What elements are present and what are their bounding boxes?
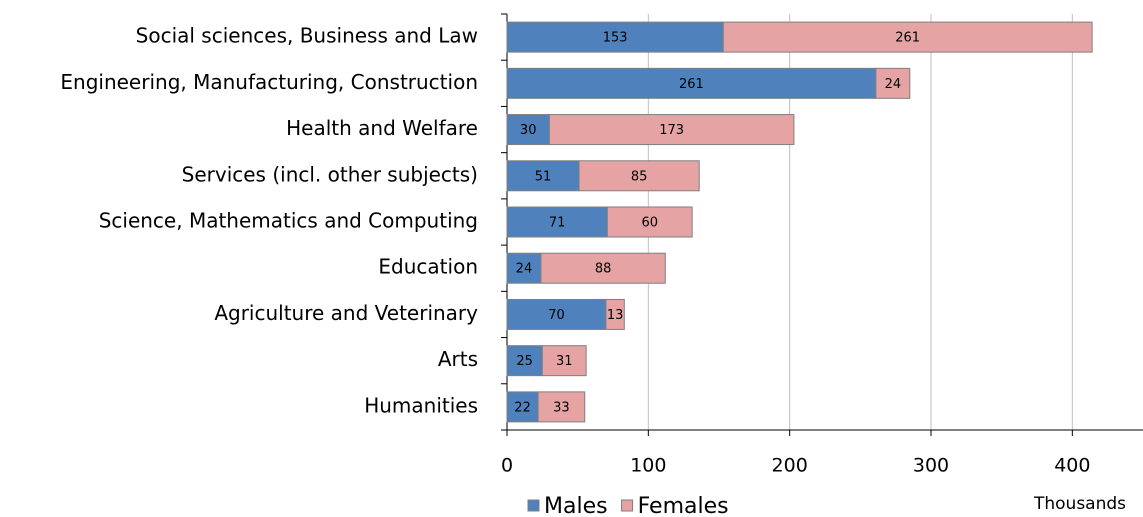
bar-segment <box>722 21 1093 53</box>
data-label: 24 <box>885 77 902 92</box>
legend-swatch <box>621 499 634 512</box>
data-label: 173 <box>659 123 684 138</box>
x-tick-label: 400 <box>1054 455 1090 477</box>
data-label: 88 <box>595 262 612 277</box>
y-tick-label: Engineering, Manufacturing, Construction <box>60 70 478 94</box>
bar-segment <box>605 298 625 330</box>
y-tick-label: Agriculture and Veterinary <box>214 301 478 325</box>
data-label: 261 <box>679 77 704 92</box>
x-tick-label: 200 <box>772 455 808 477</box>
bar-segment <box>506 67 877 99</box>
y-tick-label: Health and Welfare <box>286 116 478 140</box>
data-label: 51 <box>535 169 552 184</box>
data-label: 60 <box>641 216 658 231</box>
bar-segment <box>506 345 543 377</box>
bar-segment <box>506 21 724 53</box>
data-label: 33 <box>553 400 570 415</box>
bar-segment <box>537 391 586 423</box>
data-label: 25 <box>516 354 533 369</box>
bar-segment <box>506 298 607 330</box>
x-tick-label: 0 <box>501 455 513 477</box>
x-tick-label: 100 <box>630 455 666 477</box>
bar-segment <box>548 114 795 146</box>
data-label: 31 <box>556 354 573 369</box>
bar-segment <box>578 160 700 192</box>
y-tick-label: Education <box>378 255 478 279</box>
data-label: 261 <box>895 31 920 46</box>
y-tick-label: Arts <box>438 347 478 371</box>
bar-segment <box>875 67 911 99</box>
data-label: 153 <box>603 31 628 46</box>
y-tick-label: Science, Mathematics and Computing <box>99 209 478 233</box>
data-label: 30 <box>520 123 537 138</box>
bar-segment <box>541 345 587 377</box>
y-tick-label: Social sciences, Business and Law <box>136 24 478 48</box>
x-tick-label: 300 <box>913 455 949 477</box>
data-label: 22 <box>514 400 531 415</box>
data-label: 85 <box>631 169 648 184</box>
legend-swatch <box>527 499 540 512</box>
x-axis-label: Thousands <box>1033 494 1126 514</box>
data-label: 70 <box>548 308 565 323</box>
y-tick-label: Services (incl. other subjects) <box>182 162 478 186</box>
bar-segment <box>540 252 666 284</box>
bar-segment <box>606 206 693 238</box>
y-tick-label: Humanities <box>364 393 478 417</box>
bar-segment <box>506 160 580 192</box>
data-label: 71 <box>549 216 566 231</box>
data-label: 24 <box>516 262 533 277</box>
legend-label: Males <box>544 494 608 517</box>
data-label: 13 <box>607 308 624 323</box>
legend-label: Females <box>638 494 729 517</box>
